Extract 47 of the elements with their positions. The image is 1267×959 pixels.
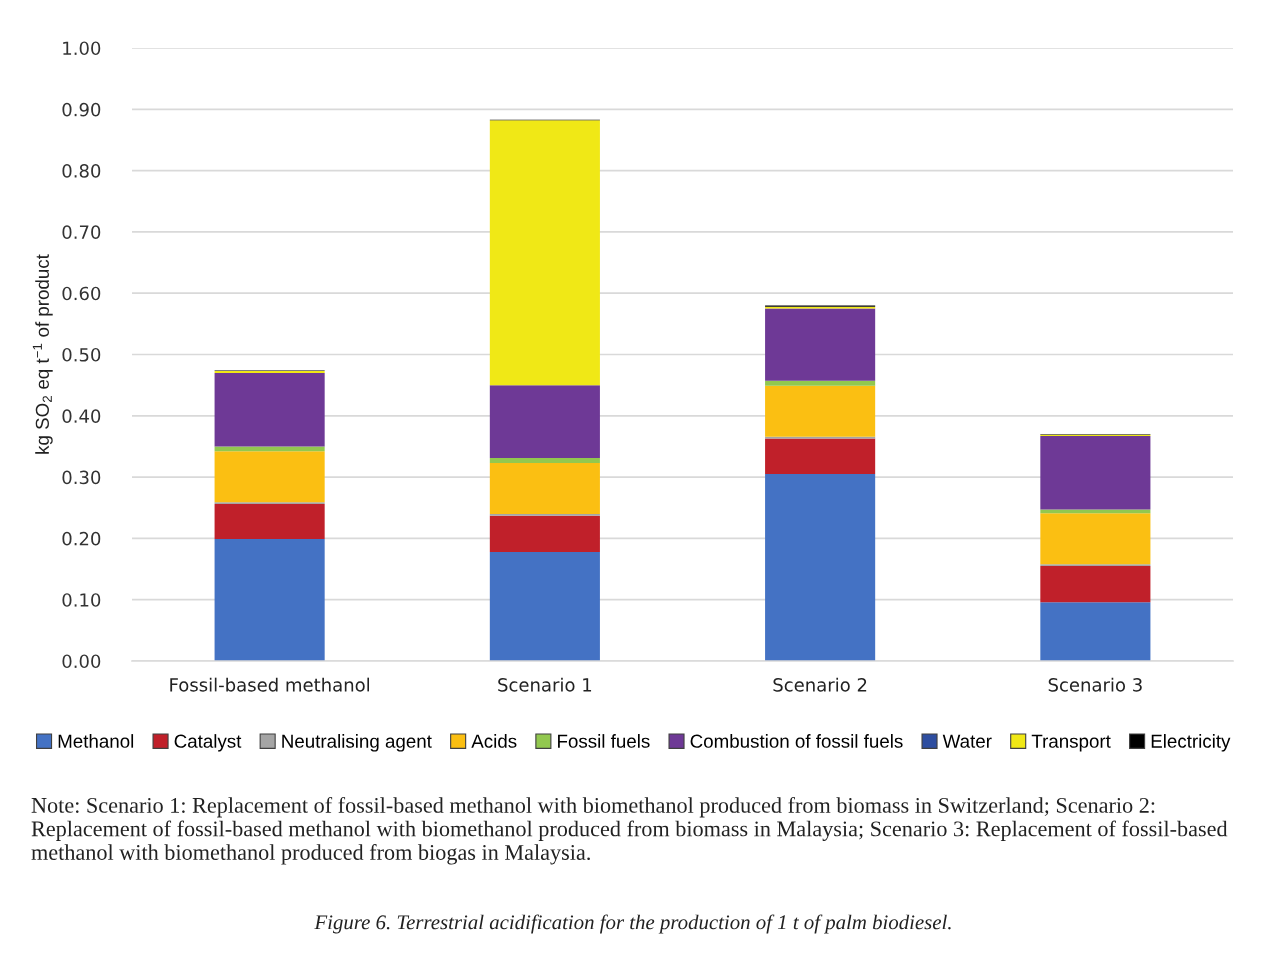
y-tick-label: 0.50 (62, 347, 101, 362)
bar (765, 474, 876, 661)
y-tick-label: 0.20 (62, 531, 101, 546)
bar (214, 372, 325, 447)
bar (1040, 513, 1151, 565)
bar (1040, 565, 1151, 603)
x-tick-label: Scenario 2 (773, 677, 867, 692)
x-tick-label: Fossil-based methanol (170, 677, 370, 692)
bar (214, 504, 325, 540)
y-tick-label: 0.90 (62, 102, 101, 117)
bar (489, 120, 600, 386)
y-tick-label: 0.00 (62, 654, 101, 669)
bar (1040, 436, 1151, 510)
legend-label: Acids (471, 734, 517, 748)
y-tick-label: 0.70 (62, 225, 101, 240)
bar (214, 451, 325, 503)
bar (489, 515, 600, 552)
bar (765, 438, 876, 475)
legend-label: Water (942, 734, 992, 748)
y-tick-label: 0.60 (62, 286, 101, 301)
legend-label: Electricity (1151, 734, 1231, 752)
y-tick-label: 1.00 (63, 41, 101, 56)
bar (765, 385, 876, 437)
y-tick-label: 0.40 (62, 409, 101, 423)
bar (489, 385, 600, 459)
text: Note: Scenario 1: Replacement of fossil-based methanol with biomethanol produced from biomass in Switzerland; Scenario 2: Replacement of fossil-based methanol with biomethanol produced from biomass in Malaysia; Scenario 3: Replacement of fossil-based methanol with biomethanol produced from biogas in Malaysia. (31, 797, 1228, 865)
x-tick-label: Scenario 1 (498, 677, 592, 692)
bar (489, 458, 600, 463)
bar (214, 539, 325, 661)
y-tick-label: 0.80 (62, 164, 101, 178)
legend-label: Methanol (58, 734, 134, 748)
y-axis-title: kg SO$_{2}$ eq t$^{−1}$ of product (32, 254, 53, 454)
bar (489, 551, 600, 661)
y-tick-label: 0.30 (62, 470, 101, 485)
legend-label: Neutralising agent (282, 734, 432, 752)
x-tick-label: Scenario 3 (1048, 677, 1142, 692)
legend-label: Fossil fuels (558, 734, 650, 748)
bar (489, 463, 600, 514)
legend-label: Catalyst (174, 734, 242, 752)
bar (1040, 602, 1151, 661)
bar (214, 446, 325, 452)
legend-label: Combustion of fossil fuels (690, 734, 903, 748)
legend-label: Transport (1031, 734, 1111, 752)
y-tick-label: 0.10 (62, 593, 101, 607)
caption: Figure 6. Terrestrial acidification for the production of 1 t of palm biodiesel. (314, 914, 951, 934)
bar (765, 308, 876, 381)
bar (765, 380, 876, 386)
